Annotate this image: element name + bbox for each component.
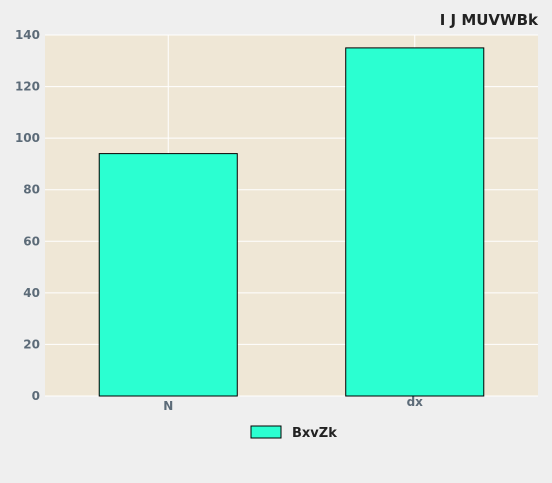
y-tick-label: 80 [23,183,40,197]
legend: BxvZk [250,425,337,441]
legend-swatch [250,425,282,439]
y-tick-label: 60 [23,234,40,248]
y-tick-label: 20 [23,337,40,351]
x-tick-label: dx [407,395,424,409]
chart-title: I J MUVWBk [440,11,539,29]
y-tick-label: 40 [23,286,40,300]
legend-label: BxvZk [292,426,337,441]
y-tick-label: 100 [15,131,40,145]
y-tick-label: 140 [15,28,40,42]
x-tick-label: N [163,399,173,413]
bars [98,47,485,397]
y-tick-label: 120 [15,80,40,94]
bar-N [98,153,238,397]
y-tick-label: 0 [32,389,40,403]
bar-dx [345,47,485,397]
y-axis-tick-labels: 0 20 40 60 80 100 120 140 [15,28,40,403]
